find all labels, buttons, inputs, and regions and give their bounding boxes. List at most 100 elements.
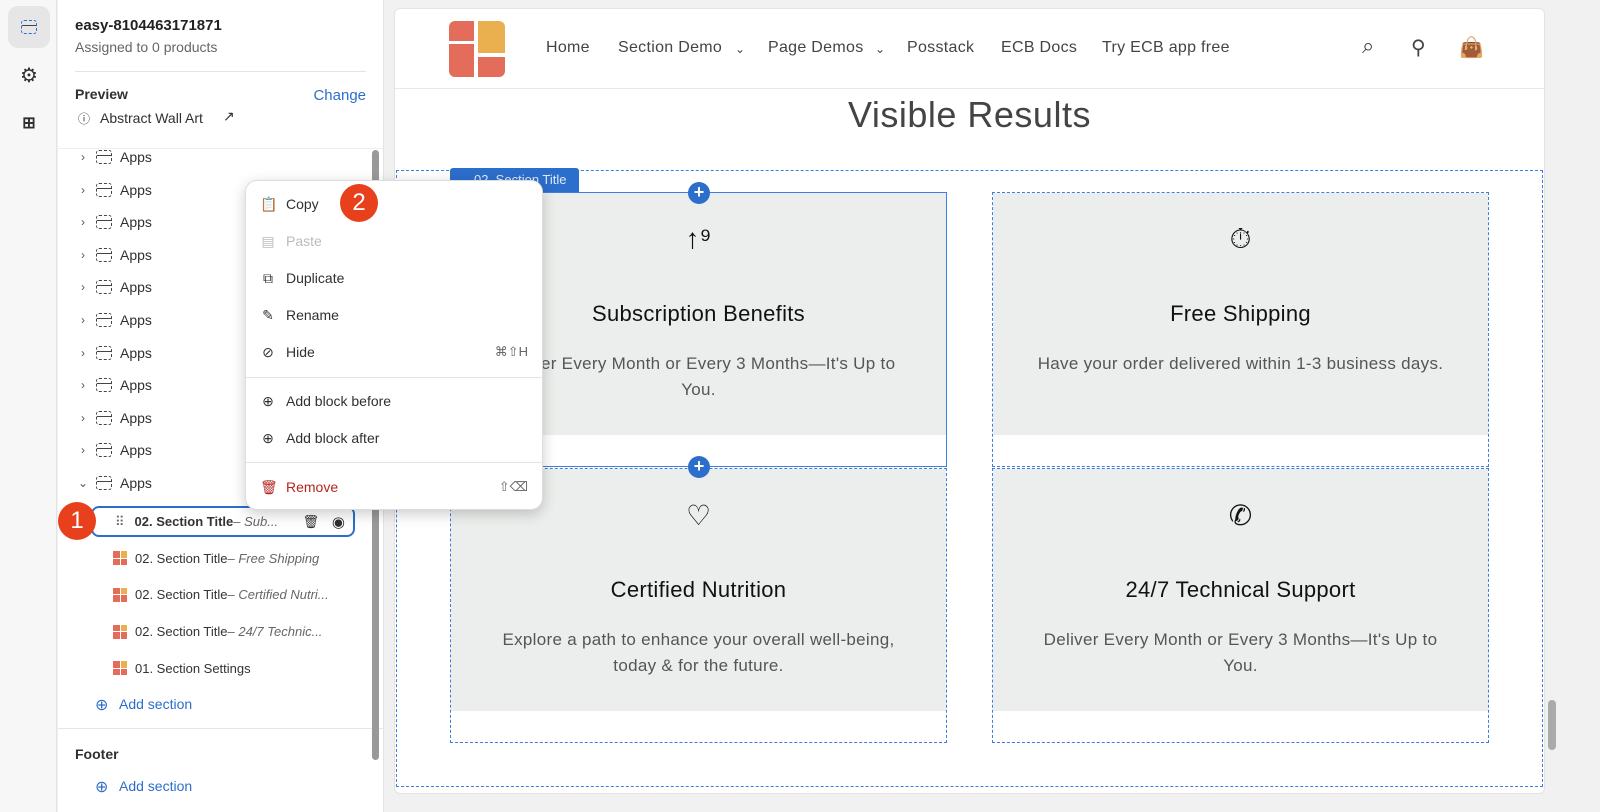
apps-icon [96, 150, 112, 164]
tree-item-apps[interactable]: › Apps [58, 272, 358, 302]
block-name: 01. Section Settings [135, 660, 251, 676]
tree-item-apps[interactable]: › Apps [58, 142, 358, 172]
add-circle-icon: ⊕ [95, 697, 109, 714]
tree-item-label: Apps [120, 279, 152, 296]
add-circle-icon: ⊕ [95, 779, 109, 796]
add-block-plus-icon[interactable]: + [688, 182, 710, 204]
menu-duplicate[interactable]: ⧉ Duplicate [246, 262, 542, 294]
menu-hide[interactable]: ⊘ Hide ⌘⇧H [246, 336, 542, 368]
tree-item-apps[interactable]: › Apps [58, 305, 358, 335]
block-name: 02. Section Title [135, 624, 228, 640]
block-name: 02. Section Title [135, 587, 228, 603]
footer-add-section-link[interactable]: Add section [119, 778, 193, 794]
feature-card[interactable]: ⏱ Free Shipping Have your order delivered … [992, 192, 1489, 467]
chevron-down-icon[interactable]: ⌄ [77, 476, 89, 490]
block-item[interactable]: 02. Section Title – 24/7 Technic... [113, 617, 413, 647]
pencil-icon: ✎ [262, 306, 274, 323]
block-icon [113, 624, 127, 639]
add-after-icon: ⊕ [262, 429, 274, 446]
menu-remove[interactable]: 🗑 Remove ⇧⌫ [246, 471, 542, 503]
sections-icon[interactable] [8, 6, 50, 48]
chevron-right-icon[interactable]: › [81, 247, 85, 262]
preview-product: Abstract Wall Art [100, 110, 203, 126]
block-item[interactable]: 02. Section Title – Free Shipping [113, 543, 413, 573]
store-logo[interactable] [449, 21, 505, 77]
tree-item-apps[interactable]: ⌄ Apps [58, 468, 358, 498]
gear-icon[interactable]: ⚙ [20, 64, 38, 87]
chevron-right-icon[interactable]: › [81, 150, 85, 164]
tree-item-apps[interactable]: › Apps [58, 403, 358, 433]
tree-item-label: Apps [120, 344, 152, 361]
menu-label: Duplicate [286, 270, 345, 286]
chevron-right-icon[interactable]: › [81, 215, 85, 230]
tree-item-label: Apps [120, 312, 152, 328]
nav-home[interactable]: Home [546, 39, 590, 56]
sort-numeric-icon: ↑⁹ [685, 223, 712, 254]
menu-label: Hide [286, 344, 315, 360]
tree-item-apps[interactable]: › Apps [58, 338, 358, 368]
heart-pulse-icon: ♡ [685, 500, 712, 531]
chevron-right-icon[interactable]: › [81, 443, 85, 458]
external-link-icon[interactable]: ↗ [223, 108, 235, 124]
tree-item-label: Apps [120, 442, 152, 459]
eye-icon[interactable]: ◉ [331, 513, 345, 531]
card-title: Certified Nutrition [610, 577, 787, 602]
nav-try-ecb[interactable]: Try ECB app free [1102, 39, 1230, 56]
assigned-count: Assigned to 0 products [75, 39, 218, 55]
add-before-icon: ⊕ [262, 392, 274, 409]
nav-page-demos[interactable]: Page Demos [768, 39, 864, 56]
tree-item-label: Apps [120, 246, 152, 263]
tree-item-apps[interactable]: › Apps [58, 370, 358, 400]
tree-item-apps[interactable]: › Apps [58, 175, 358, 205]
nav-section-demo[interactable]: Section Demo [618, 39, 723, 56]
block-icon [113, 587, 127, 602]
apps-add-icon[interactable]: ⊞ [22, 115, 36, 132]
menu-copy[interactable]: 📋 Copy [246, 188, 542, 220]
drag-handle-icon[interactable]: ⠿ [115, 513, 125, 529]
context-menu: 📋 Copy ▤ Paste ⧉ Duplicate ✎ Rename ⊘ Hide ⌘⇧H… [245, 180, 543, 510]
card-title: 24/7 Technical Support [1125, 577, 1356, 602]
chevron-right-icon[interactable]: › [81, 313, 85, 327]
selected-block-row[interactable]: ⠿ 02. Section Title – Sub... 🗑 ◉ [91, 506, 355, 537]
block-item[interactable]: 01. Section Settings [113, 653, 413, 683]
chevron-right-icon[interactable]: › [81, 378, 85, 393]
trash-icon[interactable]: 🗑 [302, 513, 319, 529]
change-link[interactable]: Change [313, 87, 366, 104]
search-icon[interactable]: ⌕ [1362, 33, 1375, 58]
step-badge-1: 1 [58, 502, 96, 540]
apps-icon [96, 476, 112, 490]
block-item[interactable]: 02. Section Title – Certified Nutri... [113, 580, 413, 610]
nav-posstack[interactable]: Posstack [907, 39, 975, 56]
chevron-right-icon[interactable]: › [81, 280, 85, 295]
apps-icon [96, 410, 112, 425]
tree-item-apps[interactable]: › Apps [58, 435, 358, 465]
chevron-right-icon[interactable]: › [81, 182, 85, 197]
apps-icon [96, 215, 112, 230]
chevron-right-icon[interactable]: › [81, 410, 85, 425]
paste-icon: ▤ [261, 232, 275, 249]
chevron-down-icon: ⌄ [875, 42, 886, 56]
block-suffix: – Sub... [233, 514, 279, 529]
apps-icon [96, 443, 112, 458]
menu-label: Add block after [286, 430, 380, 446]
menu-add-block-before[interactable]: ⊕ Add block before [246, 385, 542, 417]
add-block-plus-icon[interactable]: + [688, 456, 710, 478]
block-suffix: – 24/7 Technic... [227, 624, 323, 640]
nav-ecb-docs[interactable]: ECB Docs [1001, 39, 1078, 56]
tree-item-apps[interactable]: › Apps [58, 207, 358, 237]
account-icon[interactable]: ⚲ [1411, 37, 1426, 59]
add-section-link[interactable]: Add section [119, 696, 193, 712]
menu-add-block-after[interactable]: ⊕ Add block after [246, 422, 542, 454]
apps-icon [96, 313, 112, 327]
tree-item-label: Apps [120, 377, 152, 394]
menu-rename[interactable]: ✎ Rename [246, 299, 542, 331]
chevron-right-icon[interactable]: › [81, 345, 85, 360]
tree-item-apps[interactable]: › Apps [58, 240, 358, 270]
cart-icon[interactable]: 👜 [1459, 37, 1485, 59]
block-name: 02. Section Title [135, 550, 228, 566]
feature-card[interactable]: ✆ 24/7 Technical Support Deliver Every Mon… [992, 468, 1489, 743]
block-suffix: – Free Shipping [227, 550, 320, 566]
preview-scrollbar[interactable] [1548, 700, 1556, 750]
card-text: Explore a path to enhance your overall w… [502, 630, 895, 675]
feature-card[interactable]: ♡ Certified Nutrition Explore a path to en… [450, 468, 947, 743]
